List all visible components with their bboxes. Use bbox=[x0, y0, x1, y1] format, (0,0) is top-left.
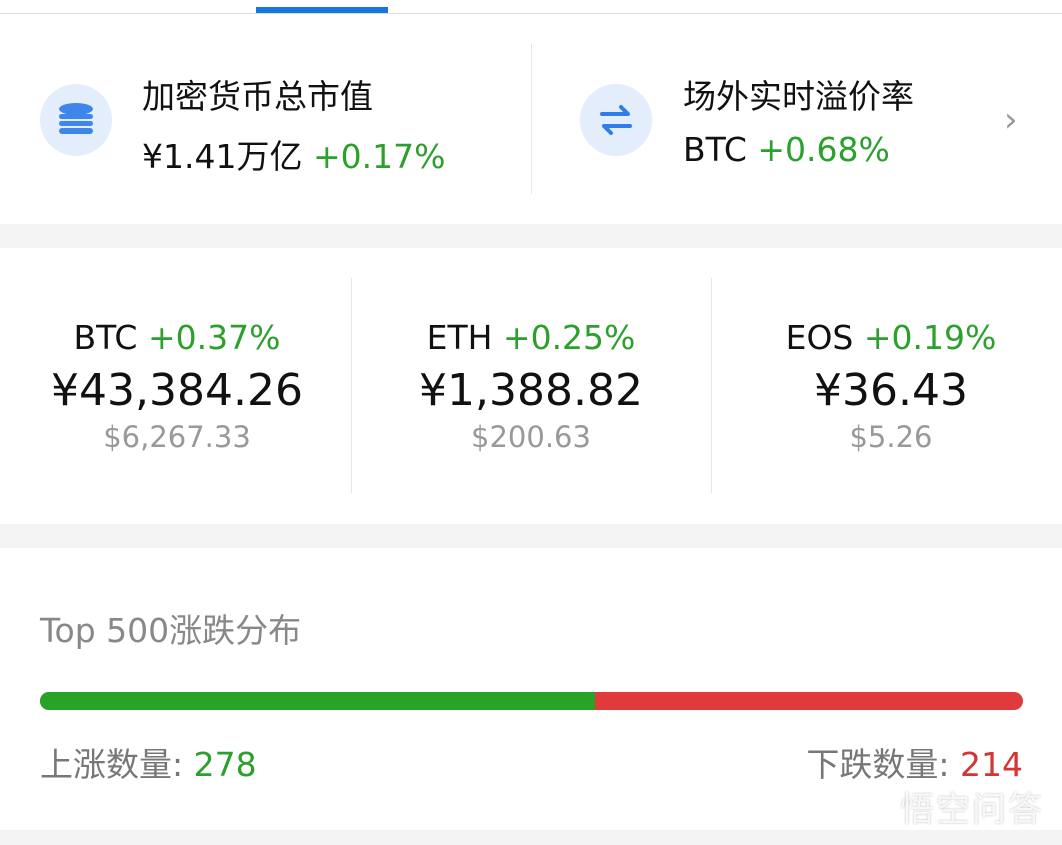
distribution-section: Top 500涨跌分布 上涨数量: 278 下跌数量: 214 bbox=[0, 548, 1062, 830]
summary-section: 加密货币总市值 ¥1.41万亿 +0.17% 场外实时溢价率 BTC +0.68… bbox=[0, 14, 1062, 224]
coin-symbol: EOS bbox=[785, 318, 854, 357]
down-count: 下跌数量: 214 bbox=[806, 738, 1023, 786]
coin-prices: BTC +0.37% ¥43,384.26 $6,267.33 ETH +0.2… bbox=[0, 248, 1062, 524]
coin-price-cny: ¥36.43 bbox=[814, 365, 968, 416]
watermark-logo: 悟空问答 bbox=[900, 790, 1044, 830]
divider bbox=[531, 44, 532, 194]
coin-card-eth[interactable]: ETH +0.25% ¥1,388.82 $200.63 bbox=[354, 248, 708, 524]
coin-symbol: BTC bbox=[73, 318, 138, 357]
coin-price-usd: $6,267.33 bbox=[103, 420, 251, 454]
premium-coin: BTC bbox=[683, 130, 747, 169]
divider bbox=[711, 278, 712, 493]
up-count: 上涨数量: 278 bbox=[40, 738, 257, 786]
up-fill bbox=[40, 692, 596, 710]
coin-change: +0.19% bbox=[863, 318, 997, 357]
coin-price-cny: ¥43,384.26 bbox=[51, 365, 303, 416]
market-cap-change: +0.17% bbox=[312, 137, 446, 176]
market-cap-value: ¥1.41万亿 bbox=[142, 137, 303, 176]
coin-change: +0.37% bbox=[147, 318, 281, 357]
swap-icon bbox=[580, 84, 652, 156]
active-tab-indicator bbox=[256, 7, 388, 13]
coin-symbol: ETH bbox=[426, 318, 493, 357]
up-label: 上涨数量: bbox=[40, 745, 194, 784]
distribution-title: Top 500涨跌分布 bbox=[40, 611, 302, 650]
database-icon bbox=[40, 84, 112, 156]
down-value: 214 bbox=[960, 745, 1023, 784]
tab-bar bbox=[0, 0, 1062, 14]
coin-card-btc[interactable]: BTC +0.37% ¥43,384.26 $6,267.33 bbox=[0, 248, 354, 524]
down-label: 下跌数量: bbox=[806, 745, 960, 784]
premium-title: 场外实时溢价率 bbox=[683, 77, 914, 116]
chevron-right-icon[interactable]: › bbox=[1004, 100, 1018, 140]
coin-change: +0.25% bbox=[502, 318, 636, 357]
distribution-bar bbox=[40, 692, 1023, 710]
premium-change: +0.68% bbox=[757, 130, 890, 169]
divider bbox=[351, 278, 352, 493]
coin-card-eos[interactable]: EOS +0.19% ¥36.43 $5.26 bbox=[714, 248, 1062, 524]
coin-price-usd: $5.26 bbox=[849, 420, 933, 454]
coin-price-cny: ¥1,388.82 bbox=[419, 365, 643, 416]
coin-price-usd: $200.63 bbox=[471, 420, 591, 454]
up-value: 278 bbox=[193, 745, 257, 784]
market-cap-title: 加密货币总市值 bbox=[142, 77, 373, 116]
